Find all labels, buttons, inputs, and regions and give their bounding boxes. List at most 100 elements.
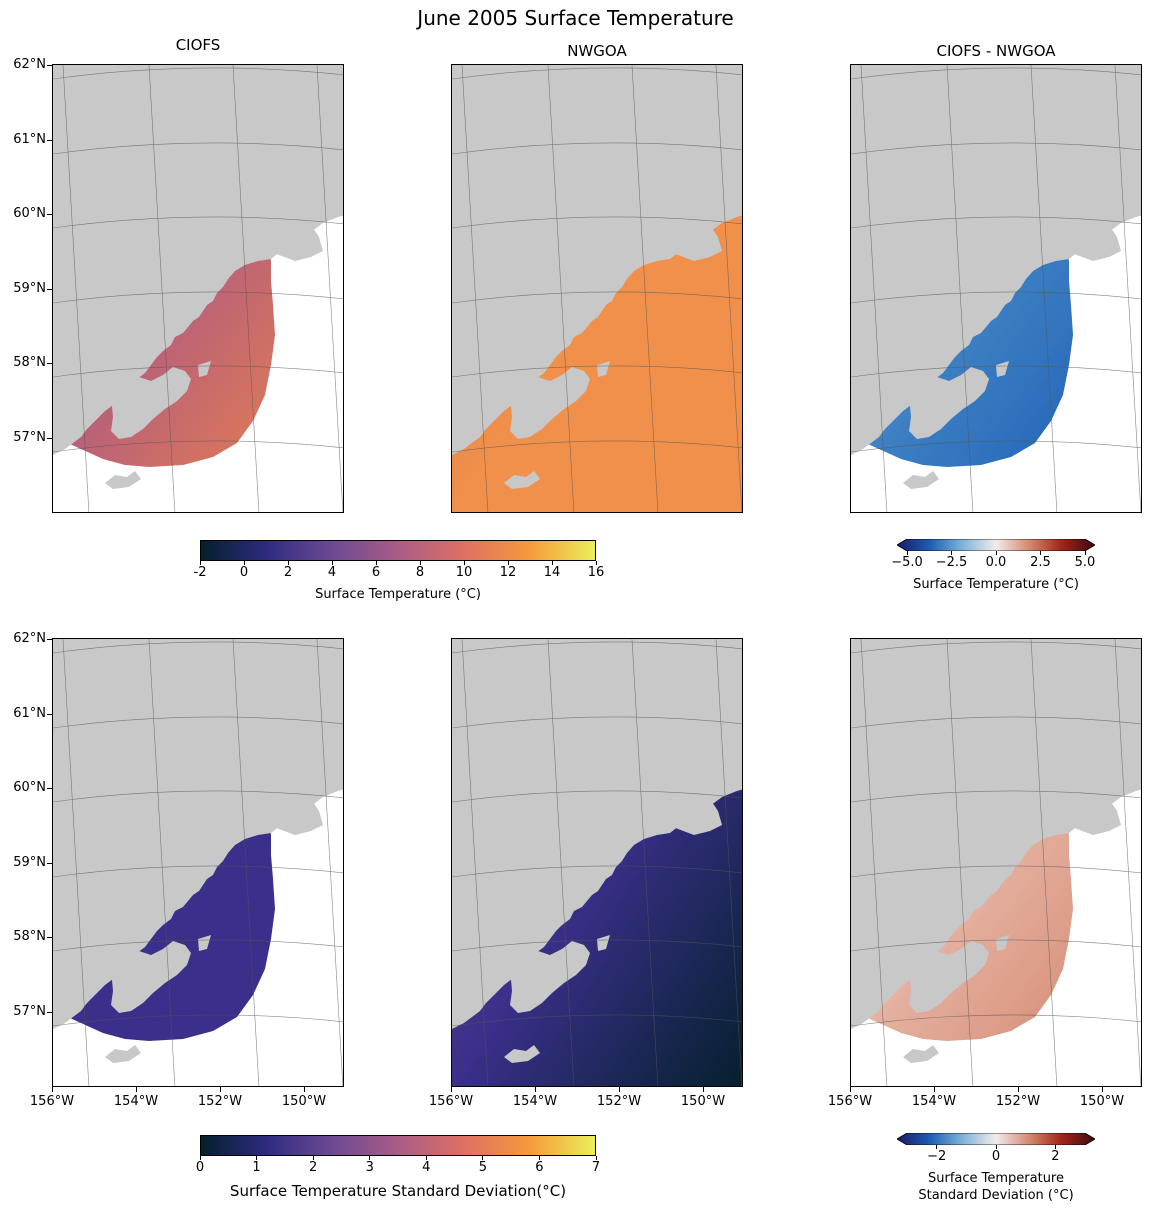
lon-tick (220, 1087, 221, 1092)
lon-tick (535, 1087, 536, 1092)
panel-title-nwgoa: NWGOA (567, 42, 627, 60)
colorbar-top-temperature-tick (463, 561, 465, 565)
lat-tick (47, 714, 52, 715)
colorbar-bottom-std-tick-label: 5 (478, 1160, 487, 1175)
colorbar-bottom-difference-tick-label: 2 (1051, 1149, 1060, 1164)
lat-label-bottom-60: 60°N (13, 780, 46, 795)
kenai-peninsula (249, 779, 323, 835)
colorbar-top-difference-tick (995, 551, 997, 555)
lon-label-nwgoa-156: 156°W (428, 1094, 474, 1109)
mainland (53, 65, 343, 512)
colorbar-top-temperature-tick (375, 561, 377, 565)
lat-label-bottom-59: 59°N (13, 855, 46, 870)
lat-label-bottom-61: 61°N (13, 706, 46, 721)
lon-label-nwgoa-152: 152°W (596, 1094, 642, 1109)
graticule (851, 65, 1141, 512)
lon-label-ciofs-154: 154°W (113, 1094, 159, 1109)
graticule (851, 639, 1141, 1086)
colorbar-bottom-std-tick-label: 7 (591, 1160, 601, 1175)
colorbar-top-difference-tick-label: 2.5 (1030, 555, 1051, 570)
afognak-island (597, 361, 610, 377)
colorbar-top-temperature-tick (287, 561, 289, 565)
colorbar-bottom-std-tick-label: 2 (309, 1160, 318, 1175)
lat-tick (47, 1012, 52, 1013)
cb-top-diff-bar (897, 539, 1095, 551)
map-ciofs-mean (52, 64, 344, 513)
lat-label-top-57: 57°N (13, 430, 46, 445)
lon-label-diff-154: 154°W (911, 1094, 957, 1109)
colorbar-top-difference-tick (1084, 551, 1086, 555)
mainland (452, 639, 742, 1086)
lat-tick (47, 214, 52, 215)
afognak-island (198, 935, 211, 951)
lon-label-nwgoa-154: 154°W (512, 1094, 558, 1109)
lat-tick (47, 863, 52, 864)
colorbar-top-difference-tick-label: −5.0 (891, 555, 923, 570)
cb-bot-diff-bar (897, 1133, 1095, 1145)
lon-tick (850, 1087, 851, 1092)
mainland (851, 639, 1141, 1086)
lon-label-nwgoa-150: 150°W (680, 1094, 726, 1109)
lat-tick (47, 788, 52, 789)
graticule (53, 639, 343, 1086)
afognak-island (996, 935, 1009, 951)
colorbar-bottom-std-tick (538, 1156, 540, 1160)
map-nwgoa-std (451, 638, 743, 1087)
trinity-islands (105, 1045, 141, 1063)
colorbar-top-temperature-tick (507, 561, 509, 565)
colorbar-bottom-std-tick-label: 6 (535, 1160, 544, 1175)
colorbar-top-temperature-tick-label: 12 (499, 565, 517, 580)
colorbar-top-temperature-tick (331, 561, 333, 565)
colorbar-top-temperature-tick (551, 561, 553, 565)
map-ciofs-std-graphic (53, 639, 343, 1086)
colorbar-bottom-difference-tick-label: 0 (991, 1149, 1001, 1164)
map-nwgoa-std-graphic (452, 639, 742, 1086)
colorbar-bottom-difference (897, 1133, 1095, 1145)
lon-tick (1018, 1087, 1019, 1092)
colorbar-bottom-difference-tick (995, 1145, 997, 1149)
colorbar-top-temperature-tick (595, 561, 597, 565)
lon-tick (1102, 1087, 1103, 1092)
mainland (53, 639, 343, 1086)
lon-label-ciofs-150: 150°W (281, 1094, 327, 1109)
lat-label-top-58: 58°N (13, 355, 46, 370)
lon-label-ciofs-156: 156°W (29, 1094, 75, 1109)
colorbar-bottom-std-tick-label: 0 (195, 1160, 205, 1175)
kodiak-island (111, 941, 191, 1013)
colorbar-top-temperature-tick-label: 14 (543, 565, 561, 580)
kenai-peninsula (1047, 205, 1121, 261)
colorbar-bottom-std-tick (312, 1156, 314, 1160)
colorbar-top-temperature-tick-label: 8 (415, 565, 425, 580)
map-ciofs-std (52, 638, 344, 1087)
trinity-islands (903, 471, 939, 489)
map-diff-std-graphic (851, 639, 1141, 1086)
colorbar-top-difference (897, 539, 1095, 551)
colorbar-top-difference-tick (906, 551, 908, 555)
colorbar-top-temperature-tick-label: 6 (371, 565, 381, 580)
lat-tick (47, 937, 52, 938)
colorbar-top-difference-tick-label: −2.5 (935, 555, 968, 570)
lat-label-bottom-57: 57°N (13, 1004, 46, 1019)
colorbar-top-temperature-label: Surface Temperature (°C) (315, 587, 481, 602)
lon-tick (703, 1087, 704, 1092)
lon-label-diff-150: 150°W (1079, 1094, 1125, 1109)
colorbar-bottom-std-tick (595, 1156, 597, 1160)
lon-tick (934, 1087, 935, 1092)
colorbar-bottom-difference-tick (936, 1145, 938, 1149)
colorbar-bottom-difference-label-line2: Standard Deviation (°C) (918, 1188, 1074, 1203)
kenai-peninsula (648, 205, 722, 261)
colorbar-bottom-std-tick (369, 1156, 371, 1160)
lat-tick (47, 289, 52, 290)
trinity-islands (903, 1045, 939, 1063)
colorbar-bottom-std (200, 1135, 596, 1156)
lat-label-bottom-62: 62°N (13, 631, 46, 646)
kenai-peninsula (1047, 779, 1121, 835)
afognak-island (198, 361, 211, 377)
colorbar-bottom-std-tick-label: 3 (365, 1160, 374, 1175)
lat-label-top-62: 62°N (13, 57, 46, 72)
colorbar-bottom-std-tick-label: 1 (252, 1160, 261, 1175)
colorbar-top-temperature-tick (199, 561, 201, 565)
mainland (452, 65, 742, 512)
trinity-islands (105, 471, 141, 489)
colorbar-top-temperature-tick-label: 4 (327, 565, 337, 580)
